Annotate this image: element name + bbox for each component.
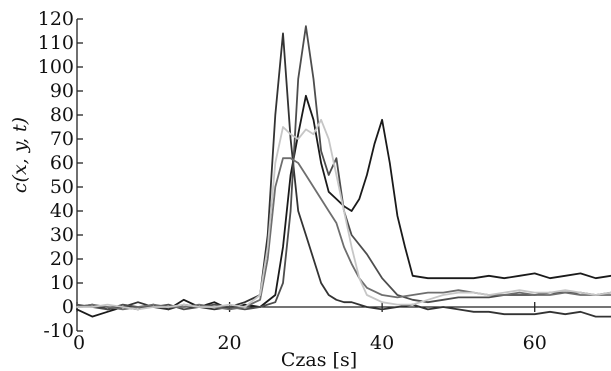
x-tick-label: 60 <box>523 332 547 354</box>
x-tick-label: 0 <box>73 332 85 354</box>
y-tick-label: 110 <box>38 32 74 54</box>
y-tick-label: 120 <box>38 8 74 30</box>
series-line-4 <box>76 157 611 311</box>
y-tick-label: 0 <box>62 296 74 318</box>
series-line-3 <box>76 25 611 311</box>
y-tick-label: 50 <box>50 176 74 198</box>
y-tick-label: 100 <box>38 56 74 78</box>
y-tick-label: 70 <box>50 128 74 150</box>
x-axis-ticks: 0 20 40 60 <box>73 302 547 354</box>
y-tick-label: 60 <box>50 152 74 174</box>
x-axis-title: Czas [s] <box>281 349 357 371</box>
y-tick-label: -10 <box>43 320 74 342</box>
y-tick-label: 20 <box>50 248 74 270</box>
series-group <box>76 25 611 318</box>
series-line-5 <box>76 118 611 311</box>
y-tick-label: 10 <box>50 272 74 294</box>
y-tick-label: 40 <box>50 200 74 222</box>
y-tick-label: 80 <box>50 104 74 126</box>
x-tick-label: 20 <box>217 332 241 354</box>
y-axis-title: c(x, y, t) <box>9 117 31 193</box>
x-tick-label: 40 <box>370 332 394 354</box>
y-tick-label: 90 <box>50 80 74 102</box>
y-tick-label: 30 <box>50 224 74 246</box>
